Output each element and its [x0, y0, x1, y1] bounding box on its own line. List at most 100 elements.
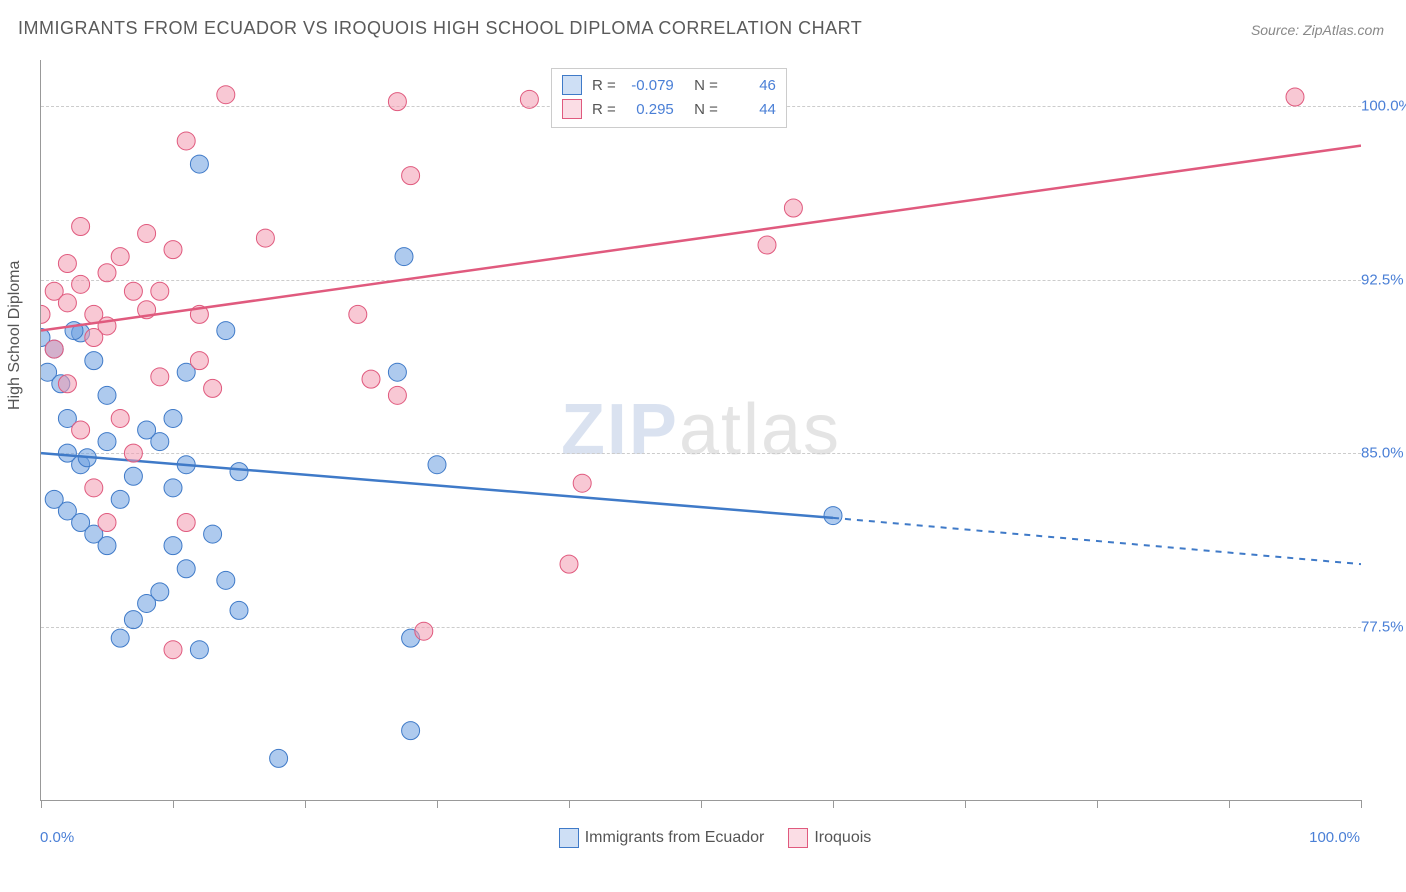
scatter-point — [98, 386, 116, 404]
stat-row: R = 0.295 N = 44 — [562, 97, 776, 121]
y-tick-label: 77.5% — [1361, 618, 1406, 635]
scatter-point — [72, 275, 90, 293]
scatter-point — [190, 352, 208, 370]
scatter-point — [270, 749, 288, 767]
trend-line — [41, 146, 1361, 331]
y-axis-label: High School Diploma — [6, 261, 24, 410]
scatter-point — [41, 305, 50, 323]
chart-title: IMMIGRANTS FROM ECUADOR VS IROQUOIS HIGH… — [18, 18, 862, 39]
x-tick-mark — [1097, 800, 1098, 808]
scatter-point — [85, 352, 103, 370]
scatter-point — [164, 641, 182, 659]
scatter-point — [190, 641, 208, 659]
x-tick-mark — [569, 800, 570, 808]
legend-label: Immigrants from Ecuador — [585, 829, 765, 846]
scatter-point — [58, 294, 76, 312]
legend-label: Iroquois — [814, 829, 871, 846]
scatter-point — [230, 463, 248, 481]
scatter-point — [98, 264, 116, 282]
scatter-point — [58, 255, 76, 273]
scatter-point — [124, 467, 142, 485]
chart-container: IMMIGRANTS FROM ECUADOR VS IROQUOIS HIGH… — [0, 0, 1406, 892]
x-tick-mark — [173, 800, 174, 808]
scatter-point — [177, 514, 195, 532]
stat-row: R = -0.079 N = 46 — [562, 73, 776, 97]
y-tick-label: 92.5% — [1361, 271, 1406, 288]
source-label: Source: ZipAtlas.com — [1251, 22, 1384, 38]
plot-area: ZIPatlas 77.5%85.0%92.5%100.0%R =-0.079 … — [40, 60, 1361, 801]
stat-r-label: R = — [592, 101, 616, 118]
scatter-point — [111, 629, 129, 647]
scatter-point — [758, 236, 776, 254]
scatter-point — [784, 199, 802, 217]
legend-swatch — [559, 828, 579, 848]
stat-r-label: R = — [592, 77, 616, 94]
stat-r-value: 0.295 — [622, 101, 674, 118]
scatter-point — [164, 537, 182, 555]
legend-swatch — [562, 75, 582, 95]
scatter-point — [204, 525, 222, 543]
scatter-point — [362, 370, 380, 388]
scatter-point — [388, 93, 406, 111]
scatter-point — [395, 248, 413, 266]
scatter-point — [190, 155, 208, 173]
scatter-point — [217, 571, 235, 589]
scatter-point — [402, 167, 420, 185]
x-tick-mark — [1361, 800, 1362, 808]
scatter-point — [230, 601, 248, 619]
y-tick-label: 85.0% — [1361, 445, 1406, 462]
scatter-point — [204, 379, 222, 397]
plot-svg — [41, 60, 1361, 800]
scatter-point — [573, 474, 591, 492]
scatter-point — [151, 368, 169, 386]
scatter-point — [85, 329, 103, 347]
x-tick-mark — [965, 800, 966, 808]
scatter-point — [58, 375, 76, 393]
trend-line-dashed — [833, 518, 1361, 564]
scatter-point — [98, 514, 116, 532]
x-tick-mark — [41, 800, 42, 808]
scatter-point — [124, 611, 142, 629]
scatter-point — [428, 456, 446, 474]
bottom-legend: Immigrants from Ecuador Iroquois — [0, 828, 1406, 848]
scatter-point — [98, 433, 116, 451]
x-tick-mark — [437, 800, 438, 808]
scatter-point — [824, 507, 842, 525]
scatter-point — [111, 409, 129, 427]
scatter-point — [388, 363, 406, 381]
scatter-point — [560, 555, 578, 573]
scatter-point — [98, 537, 116, 555]
stat-n-value: 46 — [724, 77, 776, 94]
scatter-point — [1286, 88, 1304, 106]
scatter-point — [402, 722, 420, 740]
stat-n-value: 44 — [724, 101, 776, 118]
scatter-point — [111, 490, 129, 508]
stat-box: R = -0.079 N = 46 R = 0.295 N = 44 — [551, 68, 787, 128]
scatter-point — [72, 218, 90, 236]
stat-n-label: N = — [694, 77, 718, 94]
scatter-point — [217, 322, 235, 340]
x-tick-mark — [833, 800, 834, 808]
scatter-point — [177, 132, 195, 150]
scatter-point — [151, 282, 169, 300]
scatter-point — [138, 224, 156, 242]
scatter-point — [45, 340, 63, 358]
scatter-point — [164, 241, 182, 259]
scatter-point — [72, 421, 90, 439]
x-tick-mark — [1229, 800, 1230, 808]
scatter-point — [138, 594, 156, 612]
scatter-point — [415, 622, 433, 640]
legend-swatch — [562, 99, 582, 119]
scatter-point — [217, 86, 235, 104]
scatter-point — [177, 560, 195, 578]
scatter-point — [520, 90, 538, 108]
scatter-point — [124, 282, 142, 300]
legend-swatch — [788, 828, 808, 848]
scatter-point — [256, 229, 274, 247]
scatter-point — [85, 479, 103, 497]
stat-n-label: N = — [694, 101, 718, 118]
scatter-point — [124, 444, 142, 462]
stat-r-value: -0.079 — [622, 77, 674, 94]
scatter-point — [388, 386, 406, 404]
x-tick-mark — [305, 800, 306, 808]
